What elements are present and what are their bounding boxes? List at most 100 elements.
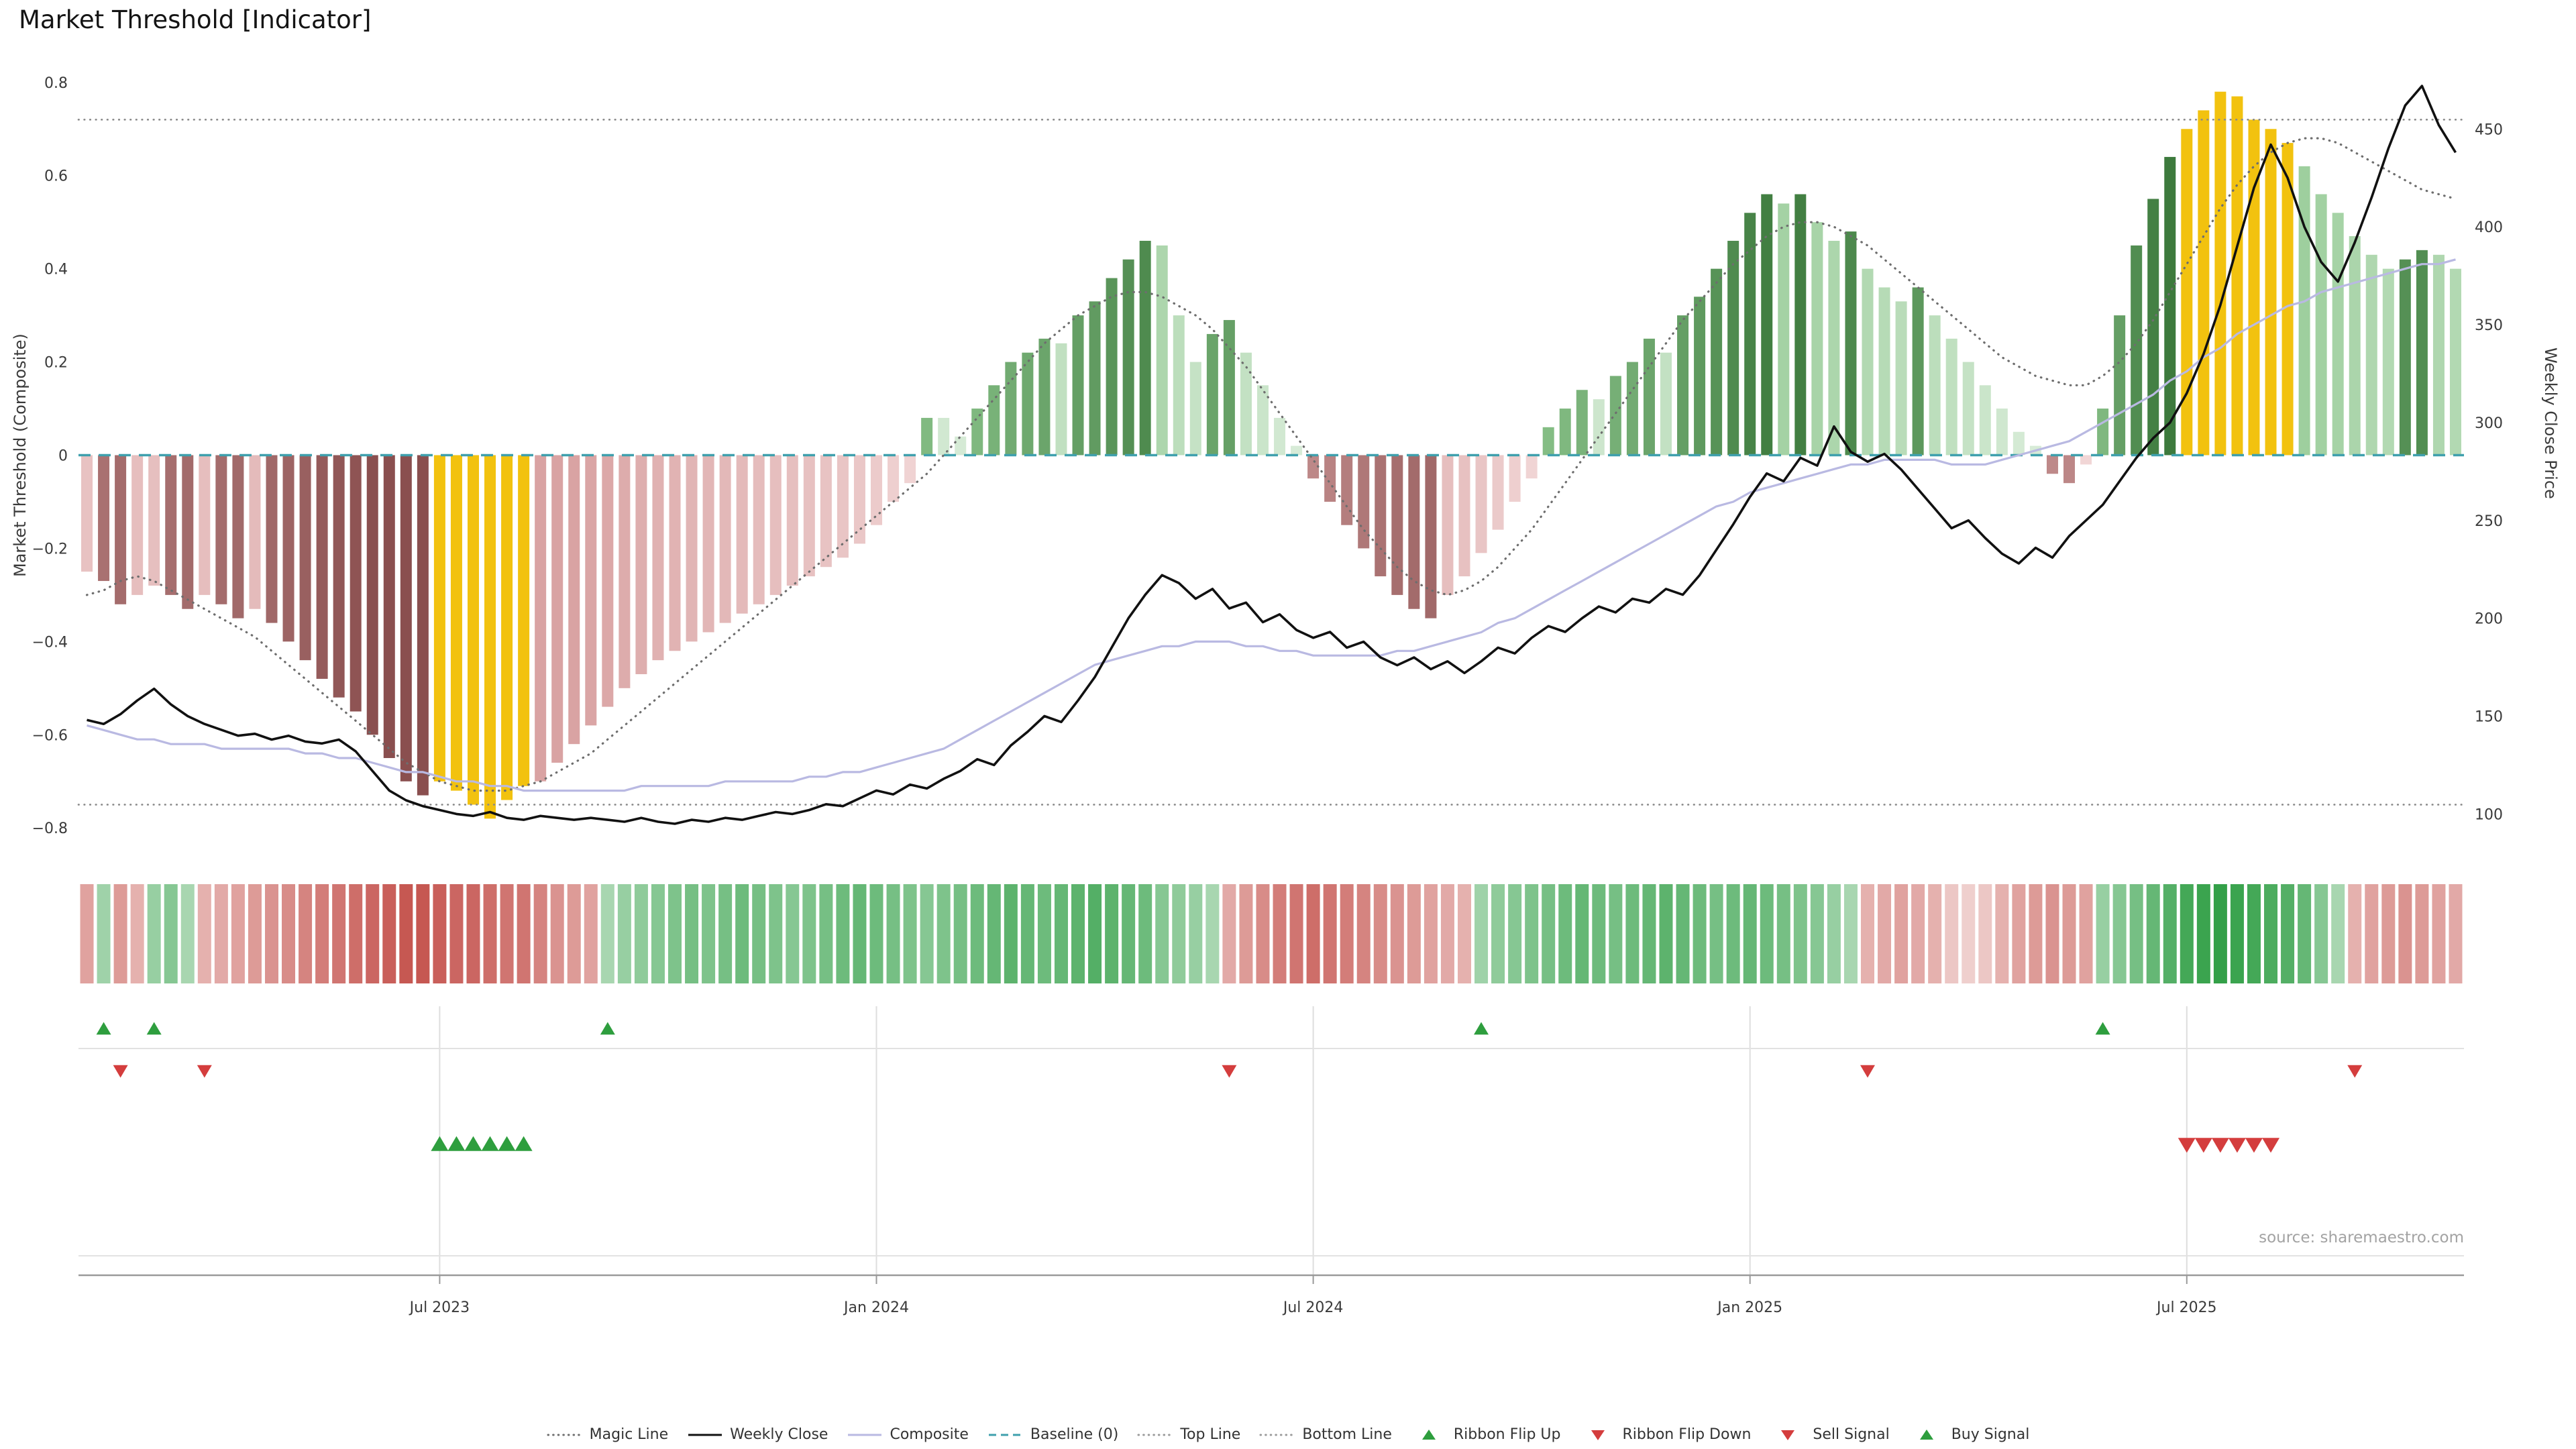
- ribbon-bar: [349, 884, 363, 983]
- ribbon-bar: [382, 884, 396, 983]
- ribbon-flip-up-marker: [146, 1022, 162, 1035]
- threshold-bar: [769, 455, 782, 595]
- threshold-bar: [871, 455, 883, 525]
- threshold-bar: [2097, 409, 2109, 455]
- threshold-bar: [1794, 194, 1807, 455]
- ribbon-bar: [1440, 884, 1454, 983]
- ribbon-bar: [802, 884, 816, 983]
- threshold-bar: [2449, 268, 2461, 455]
- legend-line-swatch: [1259, 1434, 1295, 1436]
- ribbon-bar: [1222, 884, 1236, 983]
- right-axis-tick-label: 300: [2475, 415, 2503, 432]
- threshold-bar: [719, 455, 731, 623]
- threshold-bar: [383, 455, 395, 759]
- ribbon-bar: [1709, 884, 1723, 983]
- ribbon-bar: [1088, 884, 1102, 983]
- legend-triangle-down-icon: [1591, 1430, 1605, 1440]
- threshold-bar: [669, 455, 681, 651]
- threshold-bar: [1139, 240, 1151, 455]
- legend-item-buy-signal: Buy Signal: [1909, 1426, 2030, 1443]
- ribbon-bar: [366, 884, 380, 983]
- threshold-bar: [2382, 268, 2394, 455]
- legend-triangle-up-icon: [1421, 1429, 1436, 1440]
- ribbon-bar: [718, 884, 733, 983]
- threshold-bar: [1189, 362, 1201, 455]
- ribbon-bar: [2079, 884, 2093, 983]
- threshold-bar: [736, 455, 748, 614]
- ribbon-bar: [1189, 884, 1203, 983]
- threshold-bar: [2432, 254, 2445, 455]
- threshold-bar: [165, 455, 177, 595]
- ribbon-bar: [987, 884, 1001, 983]
- threshold-bar: [1055, 343, 1067, 455]
- legend-item-label: Bottom Line: [1302, 1426, 1392, 1443]
- threshold-bar: [199, 455, 211, 595]
- left-axis-tick-label: −0.8: [32, 820, 68, 837]
- threshold-bar: [1694, 297, 1706, 455]
- legend-triangle-down-icon: [1781, 1430, 1795, 1440]
- sell-signal-marker: [2228, 1138, 2246, 1153]
- threshold-bar: [1895, 301, 1907, 455]
- ribbon-bar: [1105, 884, 1119, 983]
- ribbon-bar: [1037, 884, 1051, 983]
- buy-signal-marker: [481, 1136, 499, 1151]
- ribbon-bar: [651, 884, 665, 983]
- threshold-bar: [1492, 455, 1504, 530]
- threshold-bar: [535, 455, 547, 782]
- ribbon-bar: [1592, 884, 1606, 983]
- composite-line: [87, 258, 2456, 792]
- ribbon-bar: [567, 884, 581, 983]
- ribbon-bar: [1289, 884, 1303, 983]
- legend-line-swatch: [688, 1434, 722, 1436]
- ribbon-bar: [1810, 884, 1824, 983]
- ribbon-bar: [2180, 884, 2194, 983]
- ribbon-bar: [1625, 884, 1640, 983]
- left-axis-tick-label: −0.2: [32, 541, 68, 557]
- ribbon-bar: [1894, 884, 1909, 983]
- threshold-bar: [518, 455, 530, 786]
- threshold-bar: [182, 455, 194, 609]
- threshold-bar: [921, 417, 933, 455]
- threshold-bar: [299, 455, 311, 661]
- sell-signal-marker: [2262, 1138, 2280, 1153]
- x-axis-tick-label: Jul 2024: [1282, 1299, 1344, 1316]
- ribbon-bar: [2381, 884, 2396, 983]
- threshold-bar: [988, 385, 1000, 455]
- ribbon-bar: [1273, 884, 1287, 983]
- threshold-bar: [1593, 399, 1605, 455]
- sell-signal-marker: [2211, 1138, 2229, 1153]
- threshold-bar: [585, 455, 597, 726]
- threshold-bar: [1744, 213, 1756, 455]
- ribbon-bar: [299, 884, 313, 983]
- ribbon-bar: [97, 884, 111, 983]
- legend-item-label: Buy Signal: [1951, 1426, 2030, 1443]
- right-axis-tick-label: 350: [2475, 317, 2503, 334]
- legend-line-swatch: [988, 1434, 1022, 1436]
- buy-signal-marker: [431, 1136, 449, 1151]
- threshold-bar: [2231, 96, 2243, 455]
- threshold-bar: [2164, 156, 2176, 455]
- threshold-bar: [1559, 409, 1571, 455]
- buy-signal-marker: [498, 1136, 516, 1151]
- ribbon-bar: [2096, 884, 2110, 983]
- ribbon-bar: [433, 884, 447, 983]
- ribbon-bar: [1693, 884, 1707, 983]
- left-axis-tick-label: 0.4: [44, 262, 68, 278]
- ribbon-bar: [1122, 884, 1136, 983]
- ribbon-bar: [2314, 884, 2328, 983]
- threshold-bar: [753, 455, 765, 604]
- ribbon-bar: [197, 884, 211, 983]
- ribbon-bar: [1004, 884, 1018, 983]
- threshold-bar: [1408, 455, 1420, 609]
- ribbon-bar: [2163, 884, 2177, 983]
- ribbon-bar: [500, 884, 514, 983]
- legend-item-label: Baseline (0): [1030, 1426, 1119, 1443]
- threshold-bar: [1542, 427, 1554, 455]
- ribbon-bar: [920, 884, 934, 983]
- ribbon-bar: [2432, 884, 2446, 983]
- ribbon-bar: [685, 884, 699, 983]
- left-axis-tick-label: 0: [58, 448, 68, 465]
- threshold-bar: [1341, 455, 1353, 525]
- triangle-down-icon: [1591, 1430, 1605, 1440]
- threshold-bar: [686, 455, 698, 642]
